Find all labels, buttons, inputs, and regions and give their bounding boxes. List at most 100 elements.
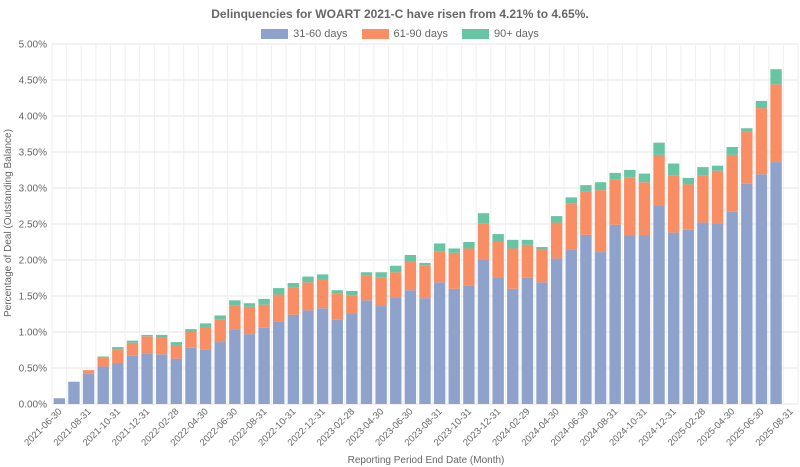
bar-31-60-2024-07-31[interactable] (594, 252, 607, 404)
bar-61-90-2023-09-30[interactable] (448, 252, 460, 289)
bar-31-60-2025-02-28[interactable] (697, 222, 709, 404)
bar-31-60-2025-07-31[interactable] (770, 162, 782, 404)
bar-61-90-2023-02-28[interactable] (346, 295, 358, 314)
bar-31-60-2025-06-30[interactable] (755, 174, 768, 404)
bar-61-90-2024-01-31[interactable] (507, 248, 519, 289)
bar-90-plus-2024-05-31[interactable] (565, 197, 577, 204)
bar-90-plus-2023-08-31[interactable] (433, 243, 446, 252)
bar-61-90-2023-03-31[interactable] (360, 275, 373, 301)
bar-61-90-2022-04-30[interactable] (199, 326, 212, 350)
bar-31-60-2022-08-31[interactable] (258, 327, 270, 404)
legend-item-61-90[interactable]: 61-90 days (361, 28, 448, 40)
bar-90-plus-2022-05-31[interactable] (214, 315, 226, 320)
bar-90-plus-2021-11-30[interactable] (126, 340, 139, 343)
bar-31-60-2021-07-31[interactable] (68, 381, 80, 404)
bar-61-90-2023-12-31[interactable] (492, 242, 504, 278)
bar-31-60-2023-12-31[interactable] (492, 278, 504, 404)
bar-90-plus-2022-01-31[interactable] (156, 334, 168, 338)
bar-31-60-2022-12-31[interactable] (316, 308, 329, 404)
bar-90-plus-2022-06-30[interactable] (229, 300, 241, 306)
bar-90-plus-2024-10-31[interactable] (638, 173, 651, 183)
bar-90-plus-2022-02-28[interactable] (170, 342, 183, 345)
bar-61-90-2021-12-31[interactable] (141, 336, 153, 354)
bar-90-plus-2022-04-30[interactable] (199, 323, 212, 327)
bar-31-60-2024-06-30[interactable] (580, 234, 592, 404)
bar-31-60-2025-01-31[interactable] (682, 229, 694, 404)
bar-31-60-2023-10-31[interactable] (463, 285, 475, 404)
bar-90-plus-2023-12-31[interactable] (492, 234, 504, 242)
bar-61-90-2024-04-30[interactable] (550, 222, 563, 259)
bar-90-plus-2025-06-30[interactable] (755, 100, 768, 109)
bar-31-60-2024-04-30[interactable] (550, 258, 563, 404)
bar-31-60-2024-08-31[interactable] (609, 224, 621, 404)
bar-31-60-2021-11-30[interactable] (126, 355, 139, 404)
bar-61-90-2022-05-31[interactable] (214, 319, 226, 343)
bar-61-90-2024-11-30[interactable] (653, 154, 665, 206)
bar-31-60-2024-03-31[interactable] (536, 282, 548, 404)
bar-61-90-2025-07-31[interactable] (770, 84, 782, 163)
bar-90-plus-2024-08-31[interactable] (609, 172, 621, 180)
bar-90-plus-2025-02-28[interactable] (697, 167, 709, 176)
bar-90-plus-2023-03-31[interactable] (360, 272, 373, 276)
bar-61-90-2023-05-31[interactable] (390, 272, 402, 298)
bar-31-60-2021-12-31[interactable] (141, 353, 153, 404)
bar-31-60-2023-01-31[interactable] (331, 319, 343, 404)
bar-61-90-2024-08-31[interactable] (609, 179, 621, 225)
bar-90-plus-2025-03-31[interactable] (711, 165, 724, 171)
bar-61-90-2024-12-31[interactable] (667, 175, 680, 233)
bar-31-60-2024-10-31[interactable] (638, 235, 651, 404)
bar-61-90-2021-10-31[interactable] (112, 349, 124, 363)
bar-31-60-2023-11-30[interactable] (477, 260, 490, 404)
bar-61-90-2023-11-30[interactable] (477, 223, 490, 260)
bar-90-plus-2022-08-31[interactable] (258, 298, 270, 305)
bar-31-60-2025-04-30[interactable] (726, 211, 738, 404)
bar-31-60-2023-07-31[interactable] (419, 298, 431, 404)
bar-31-60-2024-02-29[interactable] (521, 277, 534, 404)
bar-90-plus-2021-09-30[interactable] (97, 356, 109, 358)
bar-61-90-2023-01-31[interactable] (331, 293, 343, 320)
bar-31-60-2022-10-31[interactable] (287, 314, 300, 404)
bar-31-60-2025-03-31[interactable] (711, 224, 724, 404)
bar-90-plus-2024-07-31[interactable] (594, 182, 607, 191)
bar-31-60-2024-09-30[interactable] (624, 235, 636, 404)
bar-90-plus-2025-01-31[interactable] (682, 177, 694, 185)
bar-61-90-2022-03-31[interactable] (185, 332, 197, 348)
bar-61-90-2022-10-31[interactable] (287, 287, 300, 315)
bar-31-60-2022-03-31[interactable] (185, 347, 197, 404)
bar-90-plus-2023-07-31[interactable] (419, 262, 431, 266)
bar-90-plus-2021-12-31[interactable] (141, 334, 153, 337)
bar-90-plus-2023-02-28[interactable] (346, 290, 358, 296)
bar-90-plus-2022-11-30[interactable] (302, 276, 314, 283)
bar-90-plus-2021-10-31[interactable] (112, 347, 124, 350)
bar-61-90-2024-10-31[interactable] (638, 182, 651, 236)
bar-90-plus-2023-01-31[interactable] (331, 290, 343, 294)
bar-90-plus-2023-04-30[interactable] (375, 272, 387, 278)
bar-61-90-2023-07-31[interactable] (419, 265, 431, 299)
bar-61-90-2024-02-29[interactable] (521, 244, 534, 278)
bar-90-plus-2024-06-30[interactable] (580, 185, 592, 192)
bar-90-plus-2024-03-31[interactable] (536, 247, 548, 250)
bar-31-60-2022-07-31[interactable] (243, 334, 256, 404)
bar-31-60-2022-09-30[interactable] (273, 321, 285, 404)
bar-31-60-2023-04-30[interactable] (375, 306, 387, 404)
bar-90-plus-2022-09-30[interactable] (273, 288, 285, 295)
bar-61-90-2022-09-30[interactable] (273, 294, 285, 322)
legend-item-90-plus[interactable]: 90+ days (461, 28, 539, 40)
bar-61-90-2024-05-31[interactable] (565, 203, 577, 250)
bar-61-90-2023-04-30[interactable] (375, 277, 387, 307)
bar-61-90-2022-08-31[interactable] (258, 304, 270, 328)
bar-61-90-2021-11-30[interactable] (126, 342, 139, 356)
bar-61-90-2022-01-31[interactable] (156, 337, 168, 355)
bar-31-60-2021-10-31[interactable] (112, 362, 124, 404)
bar-90-plus-2025-07-31[interactable] (770, 69, 782, 85)
bar-61-90-2022-12-31[interactable] (316, 279, 329, 309)
bar-31-60-2023-02-28[interactable] (346, 314, 358, 404)
bar-90-plus-2022-10-31[interactable] (287, 283, 300, 288)
bar-31-60-2022-02-28[interactable] (170, 358, 183, 404)
bar-61-90-2025-01-31[interactable] (682, 184, 694, 230)
bar-61-90-2021-09-30[interactable] (97, 357, 109, 367)
legend-item-31-60[interactable]: 31-60 days (261, 28, 348, 40)
bar-31-60-2022-06-30[interactable] (229, 329, 241, 404)
bar-31-60-2023-08-31[interactable] (433, 282, 446, 404)
bar-31-60-2021-08-31[interactable] (82, 373, 95, 404)
